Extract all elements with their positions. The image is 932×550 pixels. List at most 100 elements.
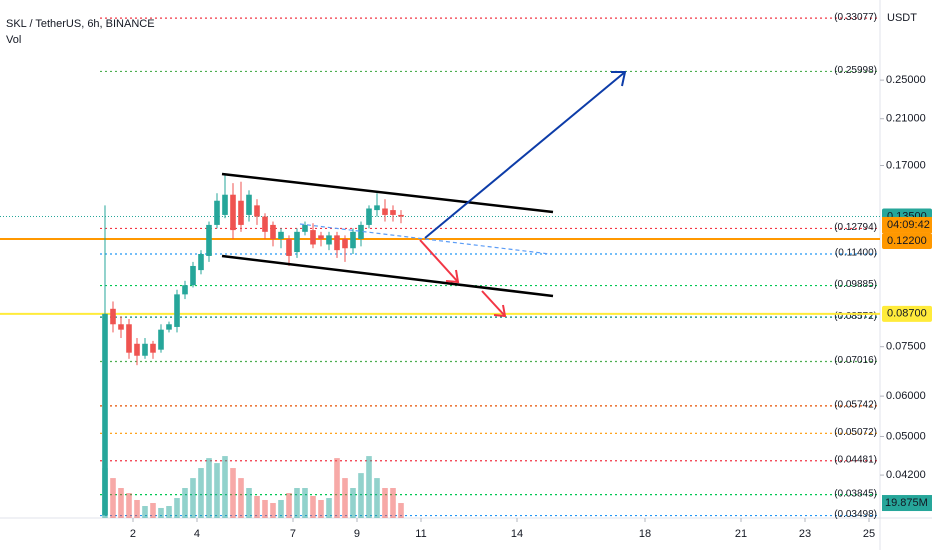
candle-body (214, 200, 220, 225)
candle-body (222, 194, 228, 215)
volume-bar (310, 496, 316, 518)
volume-bar (350, 488, 356, 518)
volume-bar (126, 493, 132, 518)
candle-body (110, 308, 116, 325)
x-tick-label: 11 (415, 528, 426, 540)
candle-body (302, 224, 308, 232)
price-marker-label: 0.08700 (887, 308, 927, 320)
candle-body (238, 200, 244, 225)
volume-bar (174, 498, 180, 518)
level-label: (0.09885) (834, 279, 877, 290)
level-label: (0.07016) (834, 355, 877, 366)
countdown: 04:09:42 (887, 219, 930, 231)
x-tick-label: 18 (639, 528, 651, 540)
x-tick-label: 9 (354, 528, 360, 540)
y-tick-label: 0.25000 (886, 74, 926, 86)
volume-bar (150, 503, 156, 518)
volume-bar (230, 468, 236, 518)
volume-bar (182, 488, 188, 518)
volume-bar (294, 488, 300, 518)
candle-body (118, 324, 124, 330)
x-tick-label: 2 (130, 528, 136, 540)
candle-body (350, 231, 356, 249)
candle-body (382, 208, 388, 215)
volume-bar (254, 496, 260, 518)
volume-bar (374, 478, 380, 518)
y-tick-label: 0.07500 (886, 341, 926, 353)
volume-bar (262, 499, 268, 518)
volume-bar (286, 493, 292, 518)
price-marker (882, 232, 932, 249)
volume-bar (334, 458, 340, 518)
candle-body (174, 294, 180, 327)
channel-top (221, 172, 554, 214)
volume-bar (206, 458, 212, 518)
level-label: (0.33077) (834, 12, 877, 23)
x-tick-label: 4 (194, 528, 200, 540)
candle-body (190, 265, 196, 286)
levels: (0.33077) (0.25998) (0.12794) (0.11400) (0.0… (0, 12, 880, 520)
level-label: (0.12794) (834, 222, 877, 233)
candle-body (358, 224, 364, 239)
volume-bar (390, 488, 396, 518)
y-tick-label: 0.21000 (886, 113, 926, 125)
level-label: (0.04481) (834, 454, 877, 465)
candle-body (206, 224, 212, 256)
candle-body (294, 231, 300, 253)
volume-bar (238, 478, 244, 518)
volume-bar (326, 498, 332, 518)
candle-body (254, 205, 260, 217)
volume-bar (142, 506, 148, 518)
volume-bar (358, 473, 364, 518)
volume-bar (382, 488, 388, 518)
volume-bar (318, 499, 324, 518)
chart-title: SKL / TetherUS, 6h, BINANCE (6, 18, 155, 30)
volume-bar (166, 506, 172, 518)
candle-body (158, 329, 164, 350)
candle-body (230, 194, 236, 231)
candle-body (326, 235, 332, 245)
red-arrow-head (493, 304, 507, 318)
candle-body (318, 235, 324, 239)
candle-body (102, 313, 108, 516)
volume-bar (222, 456, 228, 518)
drawings (221, 71, 627, 318)
countdown-box (882, 216, 932, 233)
x-tick-label: 23 (799, 528, 811, 540)
level-label: (0.05742) (834, 399, 877, 410)
volume-bar (366, 456, 372, 518)
candle-body (182, 285, 188, 295)
candle-body (166, 324, 172, 330)
volume-bar (302, 488, 308, 518)
blue-arrow (424, 71, 626, 239)
volume-bar (158, 507, 164, 518)
candle-body (334, 235, 340, 251)
volume-bar (110, 478, 116, 518)
channel-bottom (221, 254, 554, 298)
volume-bar (278, 499, 284, 518)
level-label: (0.03498) (834, 509, 877, 520)
volume-marker (882, 495, 932, 512)
x-tick-label: 25 (863, 528, 875, 540)
price-marker-label: 0.12200 (887, 235, 927, 247)
candle-body (310, 230, 316, 245)
candle-body (150, 343, 156, 353)
candle-body (262, 216, 268, 232)
candle-body (198, 253, 204, 271)
volume-bar (398, 503, 404, 518)
y-tick-label: 0.05000 (886, 430, 926, 442)
candle-body (270, 224, 276, 239)
y-tick-label: 0.06000 (886, 390, 926, 402)
level-label: (0.03845) (834, 488, 877, 499)
level-label: (0.08572) (834, 311, 877, 322)
candle-body (134, 343, 140, 356)
candle-body (286, 238, 292, 256)
volume-title: Vol (6, 34, 21, 46)
red-arrow (481, 290, 506, 317)
axes: 0.25000 0.21000 0.17000 0.07500 0.06000 0.050… (130, 74, 932, 540)
volume-bar (342, 478, 348, 518)
x-tick-label: 21 (735, 528, 747, 540)
x-tick-label: 7 (290, 528, 296, 540)
level-label: (0.11400) (835, 248, 877, 259)
